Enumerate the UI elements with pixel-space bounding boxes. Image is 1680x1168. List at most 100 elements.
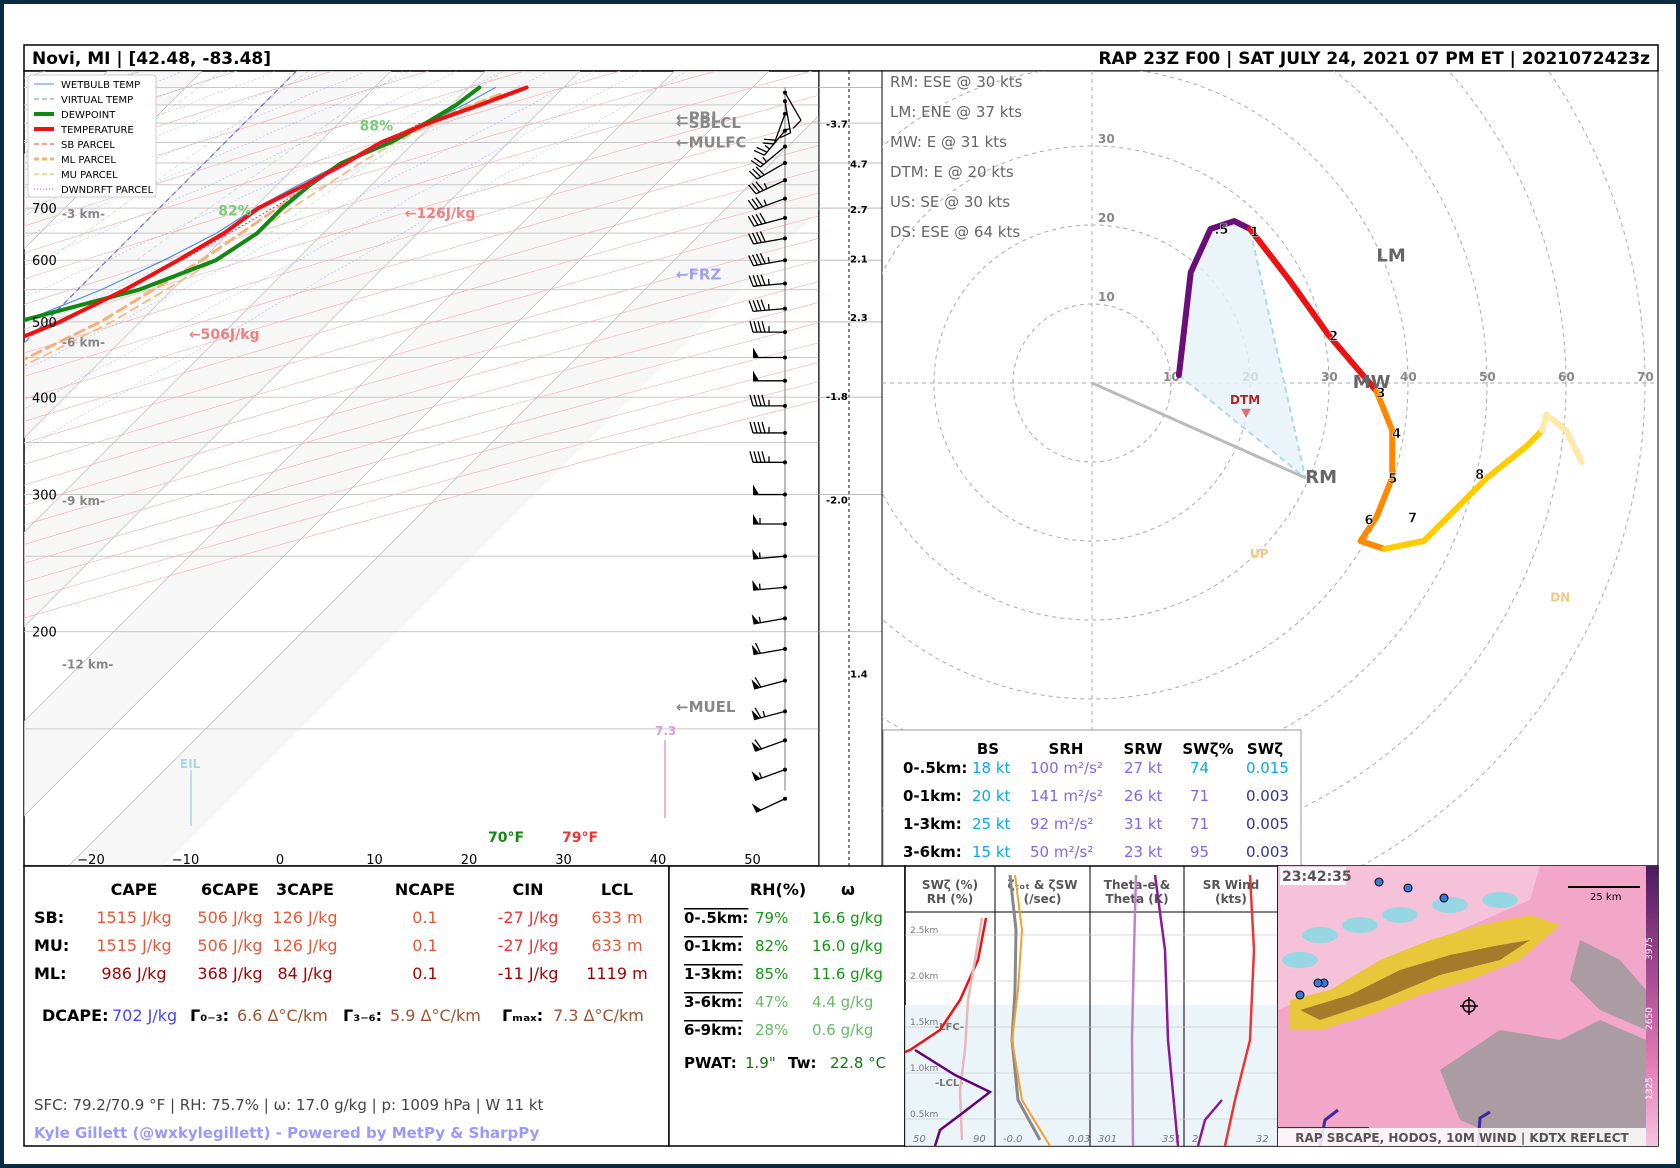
wind-barb: [748, 178, 787, 195]
moist-adiabat: [24, 71, 412, 237]
moist-rh: 85%: [755, 965, 788, 983]
barb-staff: [763, 130, 786, 156]
barb-tick: [755, 253, 762, 265]
dry-adiabat: [24, 71, 812, 305]
map-lake: [1440, 1020, 1646, 1146]
barb-tick: [751, 254, 759, 266]
radar-echo: [1432, 897, 1468, 913]
legend-label: MU PARCEL: [61, 170, 118, 181]
isotherm: [24, 71, 203, 250]
lapse-bar-label: 4.7: [850, 160, 868, 171]
wind-barb: [752, 580, 787, 591]
inset-height-label: 1.5km: [910, 1018, 938, 1028]
barb-dot: [783, 646, 787, 651]
radar-map: 23:42:35 25 km 3975 2650 1325 RAP SBCAPE, HOD…: [1277, 865, 1659, 1147]
barb-tick: [754, 676, 762, 688]
thermo-profile: [914, 1048, 993, 1147]
barb-tick: [759, 253, 766, 264]
hodo-vector-label: LM: [1376, 246, 1405, 267]
theta-profile: [1130, 874, 1138, 1147]
inset-title: ζₜₒₜ & ζSW: [1007, 878, 1077, 892]
cape-label: ←126J/kg: [405, 206, 476, 222]
barb-tick: [753, 157, 764, 165]
barb-tick: [751, 214, 759, 226]
barb-tick: [749, 451, 754, 463]
barb-dot: [783, 430, 787, 435]
param-value: 0.1: [412, 936, 437, 955]
dtm-marker: [1241, 408, 1252, 418]
hodo-y-label: 30: [1098, 132, 1115, 146]
map-station: [1374, 877, 1384, 887]
barb-tick: [757, 421, 762, 434]
hodo-x-label: 50: [1479, 370, 1496, 384]
barb-tick: [753, 451, 758, 463]
barb-dot: [783, 709, 787, 714]
srh-area: [1178, 221, 1306, 478]
radar-echo: [1482, 892, 1518, 908]
hodo-height-mark: 7: [1408, 511, 1417, 526]
hodo-vector-label: DN: [1550, 590, 1570, 604]
hodo-vector-label: DTM: [1230, 393, 1260, 407]
barb-tick: [747, 215, 755, 227]
inset-xtick: 2: [1192, 1134, 1198, 1145]
rh-label: 88%: [360, 119, 394, 135]
lcl-marker: -LCL-: [935, 1078, 963, 1089]
legend-label: WETBULB TEMP: [61, 80, 140, 91]
barb-staff: [753, 680, 786, 690]
inset-title: (kts): [1215, 892, 1247, 906]
inset-height-label: 1.0km: [910, 1064, 938, 1074]
barb-half: [767, 256, 770, 264]
rh-profile: [904, 917, 988, 1054]
param-value: 1119 m: [586, 964, 647, 983]
wind-barb: [753, 484, 787, 497]
barb-tick: [792, 119, 802, 129]
y-tick-label: 300: [32, 489, 57, 504]
barb-tick: [761, 421, 766, 434]
barb-tick: [757, 320, 762, 333]
barb-flag: [753, 484, 759, 495]
shear-srw: 27 kt: [1124, 759, 1163, 777]
barb-tick: [752, 275, 758, 287]
hodo-height-mark: 2: [1329, 330, 1338, 345]
sr-wind-low: [1196, 1099, 1223, 1147]
dry-adiabat: [24, 94, 819, 330]
moist-mixing: 11.6 g/kg: [812, 965, 883, 983]
y-tick-label: 600: [32, 254, 57, 269]
wind-barb: [783, 90, 802, 129]
wind-barb: [749, 320, 787, 335]
hodo-height-mark: 3: [1376, 386, 1385, 401]
barb-tick: [754, 739, 763, 750]
level-label: ←SBLCL: [676, 114, 741, 132]
hodo-ring: [882, 71, 1488, 779]
barb-flag: [753, 513, 759, 524]
param-value: 506 J/kg: [197, 936, 262, 955]
storm-motion-text: US: SE @ 30 kts: [890, 193, 1010, 211]
param-value: 1515 J/kg: [96, 908, 171, 927]
moist-mixing: 16.0 g/kg: [812, 937, 883, 955]
shear-row-label: 3-6km:: [903, 843, 962, 861]
barb-tick: [755, 181, 764, 191]
wind-barb: [748, 160, 787, 180]
barb-dot: [783, 236, 787, 241]
param-row-label: SB:: [34, 908, 64, 927]
param-row-label: MU:: [34, 936, 69, 955]
inset-xtick: -0.0: [1003, 1134, 1023, 1145]
location-title: Novi, MI | [42.48, -83.48]: [32, 49, 271, 69]
barb-tick: [756, 274, 762, 286]
barb-half: [767, 303, 770, 311]
hodo-height-mark: .5: [1214, 223, 1228, 238]
map-lake-2: [1570, 940, 1646, 1030]
hodo-x-label: 70: [1637, 370, 1654, 384]
mixing-ratio-line: [47, 71, 309, 261]
isotherm: [24, 71, 581, 628]
barb-staff: [753, 648, 786, 656]
g03-value: 6.6 Δ°C/km: [237, 1006, 328, 1025]
barb-tick: [755, 231, 762, 243]
barb-tick: [754, 707, 762, 719]
shear-swp: 71: [1190, 787, 1209, 805]
level-label: ←MUEL: [676, 698, 736, 716]
surface-summary: SFC: 79.2/70.9 °F | RH: 75.7% | ω: 17.0 …: [34, 1096, 544, 1114]
barb-tick: [748, 255, 755, 267]
barb-tick: [751, 232, 759, 244]
barb-dot: [783, 144, 787, 149]
